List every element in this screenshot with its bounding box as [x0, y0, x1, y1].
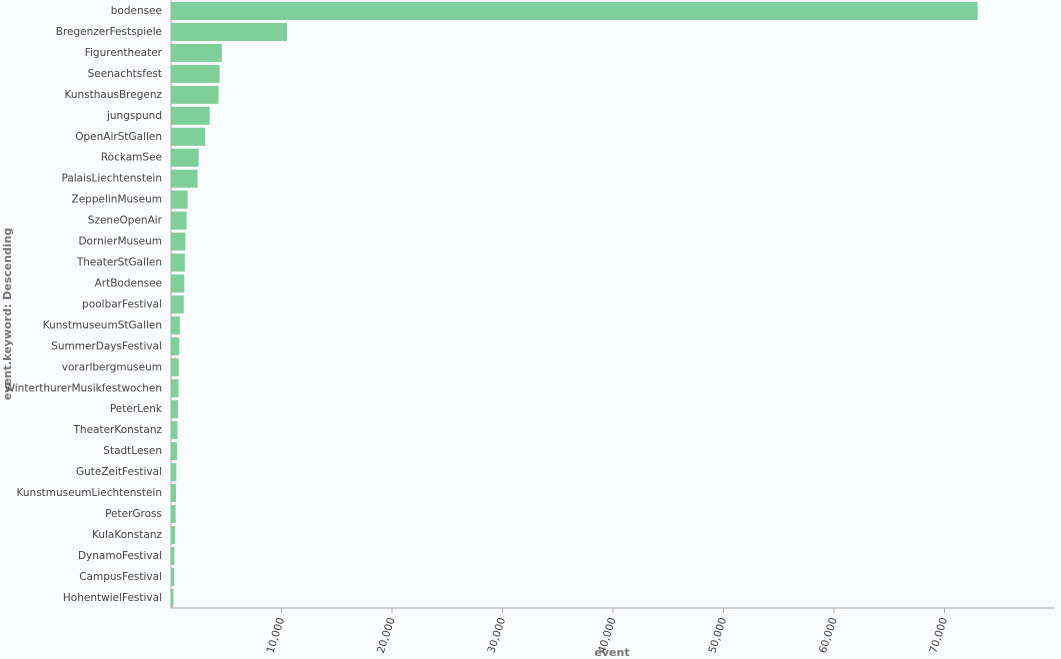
y-tick-label: ArtBodensee [95, 277, 162, 289]
bar [171, 463, 177, 482]
bar [171, 400, 178, 419]
bar [171, 232, 186, 251]
y-tick-label: WinterthurerMusikfestwochen [5, 382, 162, 394]
y-axis-title: event.keyword: Descending [1, 228, 14, 401]
bar [171, 421, 178, 440]
bar [171, 85, 219, 104]
y-tick-label: SzeneOpenAir [88, 215, 163, 227]
bar [171, 442, 178, 461]
bar [171, 22, 288, 41]
y-tick-label: BregenzerFestspiele [56, 26, 162, 38]
y-tick-label: jungspund [106, 110, 162, 122]
y-tick-label: TheaterStGallen [76, 257, 162, 269]
bar [171, 546, 175, 565]
bar [171, 567, 175, 586]
bar [171, 316, 180, 335]
x-tick-label: 60,000 [817, 616, 840, 655]
y-tick-label: KunstmuseumLiechtenstein [17, 487, 162, 499]
y-tick-label: KunstmuseumStGallen [43, 319, 162, 331]
y-tick-label: SummerDaysFestival [51, 340, 162, 352]
y-tick-label: KulaKonstanz [92, 529, 162, 541]
bar [171, 253, 185, 272]
y-tick-label: vorarlbergmuseum [62, 361, 162, 373]
y-tick-label: TheaterKonstanz [73, 424, 163, 436]
bar [171, 295, 184, 314]
bar [171, 526, 176, 544]
y-tick-label: GuteZeitFestival [76, 466, 162, 478]
bar [171, 358, 179, 377]
x-axis-title: event [594, 646, 629, 659]
y-tick-label: KunsthausBregenz [64, 89, 162, 101]
bar [171, 588, 174, 607]
x-tick-label: 50,000 [706, 616, 729, 655]
bar [171, 505, 176, 524]
bar [171, 169, 198, 188]
bar [171, 127, 206, 146]
y-tick-label: DornierMuseum [78, 236, 162, 248]
bar [171, 337, 180, 356]
y-tick-label: Seenachtsfest [88, 68, 162, 80]
bar [171, 43, 222, 62]
x-tick-label: 30,000 [485, 616, 508, 655]
y-tick-label: Figurentheater [85, 47, 163, 59]
bar [171, 379, 179, 398]
y-tick-label: RockamSee [101, 152, 162, 164]
bar [171, 64, 220, 83]
y-tick-label: DynamoFestival [78, 550, 162, 562]
y-tick-label: bodensee [111, 5, 162, 17]
bar [171, 2, 978, 20]
bar [171, 106, 210, 125]
y-tick-label: PalaisLiechtenstein [61, 173, 162, 185]
y-tick-label: PeterGross [105, 508, 162, 520]
bar [171, 148, 199, 167]
y-tick-label: ZeppelinMuseum [72, 194, 162, 206]
bar [171, 484, 176, 503]
bar [171, 274, 185, 293]
x-tick-label: 10,000 [264, 616, 287, 655]
y-tick-label: poolbarFestival [82, 298, 162, 310]
y-tick-label: OpenAirStGallen [75, 131, 162, 143]
x-tick-label: 20,000 [375, 616, 398, 655]
y-tick-label: CampusFestival [79, 571, 162, 583]
x-tick-label: 70,000 [927, 616, 950, 655]
bar [171, 190, 188, 209]
y-tick-label: HohentwielFestival [63, 592, 162, 604]
bar [171, 211, 187, 230]
y-tick-label: PeterLenk [110, 403, 163, 415]
y-tick-label: StadtLesen [103, 445, 162, 457]
